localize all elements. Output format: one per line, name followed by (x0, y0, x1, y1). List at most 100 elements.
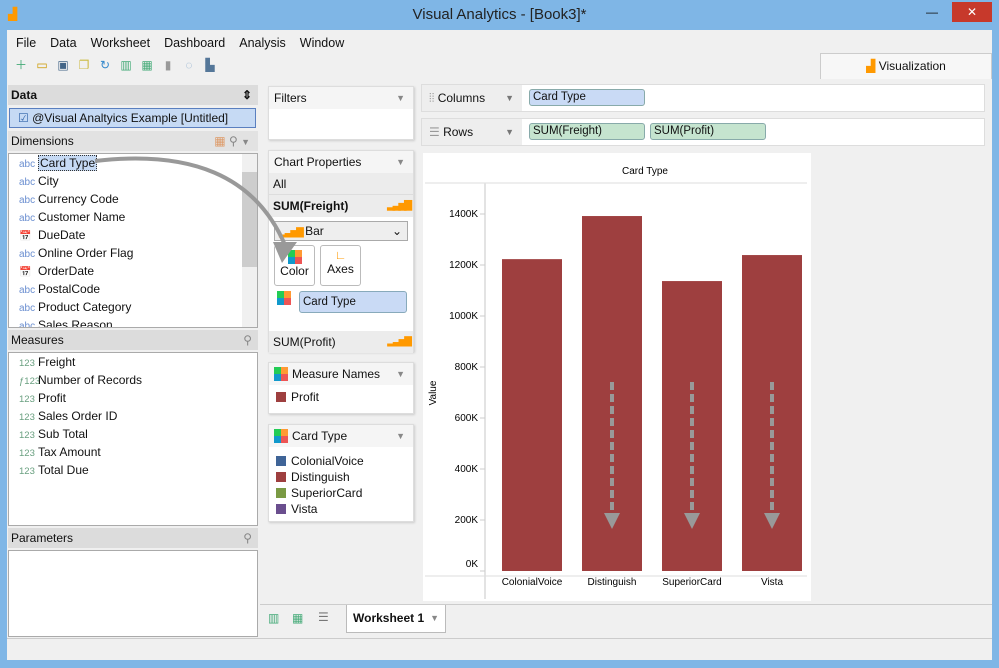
x-tick-label: Distinguish (588, 577, 637, 588)
measure-item[interactable]: 123 Sales Order ID (9, 407, 257, 425)
chart-type-select[interactable]: ▂▃▅▇ Bar ⌄ (274, 221, 408, 241)
chart-title: Card Type (622, 166, 668, 177)
color-icon (277, 291, 291, 305)
legend-item[interactable]: Distinguish (276, 469, 406, 485)
measure-names-header: Measure Names ▼ (269, 363, 413, 385)
search-icon[interactable]: ⚲ (228, 134, 238, 148)
snapshot-icon[interactable]: ◌ (185, 58, 193, 72)
dimension-item[interactable]: abc Customer Name (9, 208, 257, 226)
measure-item[interactable]: 123 Sub Total (9, 425, 257, 443)
rows-label: ☰ Rows ▼ (422, 119, 522, 145)
table-icon[interactable]: ▦ (214, 134, 226, 148)
tab-visualization[interactable]: ▟ Visualization (820, 53, 992, 79)
legend-item[interactable]: Profit (269, 385, 413, 409)
dimension-item[interactable]: abc PostalCode (9, 280, 257, 298)
menu-analysis[interactable]: Analysis (239, 36, 286, 50)
list-icon[interactable]: ☰ (318, 610, 329, 624)
measure-tab-profit[interactable]: SUM(Profit) ▂▃▅▇ (269, 331, 413, 353)
dimension-item[interactable]: abc Currency Code (9, 190, 257, 208)
y-tick-label: 1200K (449, 260, 478, 271)
string-icon: abc (19, 195, 36, 206)
dropdown-icon[interactable]: ▼ (396, 157, 405, 167)
new-icon[interactable]: ＋ (14, 58, 27, 72)
dimension-item[interactable]: abc Online Order Flag (9, 244, 257, 262)
chart-icon[interactable]: ▮ (164, 58, 172, 72)
dimension-item[interactable]: abc Sales Reason (9, 316, 257, 327)
bar-colonialvoice[interactable] (502, 259, 562, 571)
y-axis-label: Value (428, 380, 439, 405)
axes-button[interactable]: ∟ Axes (320, 245, 361, 286)
dimensions-scrollbar[interactable] (242, 154, 257, 327)
datasource-icon[interactable]: ❐ (78, 58, 90, 72)
dimension-item[interactable]: 📅 OrderDate (9, 262, 257, 280)
columns-label: ⦙⦙ Columns ▼ (422, 85, 522, 111)
dimension-item[interactable]: abc Product Category (9, 298, 257, 316)
legend-item[interactable]: Vista (276, 501, 406, 517)
all-tab[interactable]: All (269, 173, 413, 195)
tab-worksheet-1[interactable]: Worksheet 1 ▼ (346, 605, 446, 633)
refresh-icon[interactable]: ↻ (99, 58, 111, 72)
measure-tab-freight[interactable]: SUM(Freight) ▂▃▅▇ (269, 195, 413, 217)
bar-chart: Card Type Value 0K 200K 400K 600K 800K 1000K 120… (423, 153, 811, 601)
filters-card[interactable]: Filters ▼ (268, 86, 414, 140)
open-icon[interactable]: ▭ (36, 58, 48, 72)
dropdown-icon[interactable]: ▼ (396, 369, 405, 379)
y-tick-label: 600K (455, 413, 479, 424)
export-icon[interactable]: ▙ (205, 58, 215, 72)
add-dashboard-icon[interactable]: ▦ (141, 58, 153, 72)
annotation-arrow-head (604, 513, 620, 529)
dimension-item[interactable]: abc City (9, 172, 257, 190)
menu-window[interactable]: Window (299, 36, 345, 50)
columns-shelf: ⦙⦙ Columns ▼ Card Type (421, 84, 985, 112)
add-dashboard-icon[interactable]: ▦ (292, 611, 304, 625)
menu-dashboard[interactable]: Dashboard (164, 36, 226, 50)
legend-swatch (276, 504, 286, 514)
columns-pill-card-type[interactable]: Card Type (529, 89, 645, 106)
app-logo-icon: ▟ (8, 7, 18, 21)
menu-data[interactable]: Data (50, 36, 77, 50)
color-field-pill[interactable]: Card Type (299, 291, 407, 313)
string-icon: abc (19, 303, 36, 314)
legend-item[interactable]: ColonialVoice (276, 453, 406, 469)
dropdown-icon[interactable]: ▼ (241, 137, 250, 147)
bar-distinguish[interactable] (582, 216, 642, 571)
search-icon[interactable]: ⚲ (243, 333, 252, 347)
measure-item[interactable]: 123 Tax Amount (9, 443, 257, 461)
y-tick-label: 400K (455, 464, 479, 475)
dropdown-icon[interactable]: ▼ (505, 93, 514, 103)
datasource-item[interactable]: ☑ @Visual Analtyics Example [Untitled] (9, 108, 256, 128)
dimension-item[interactable]: abc Card Type (9, 154, 257, 172)
measure-item[interactable]: 123 Freight (9, 353, 257, 371)
rows-pill-freight[interactable]: SUM(Freight) (529, 123, 645, 140)
bar-chart-icon: ▂▃▅▇ (279, 227, 304, 238)
x-tick-label: ColonialVoice (502, 577, 563, 588)
y-tick-label: 800K (455, 362, 479, 373)
y-tick-label: 1000K (449, 311, 478, 322)
dropdown-icon[interactable]: ▼ (505, 127, 514, 137)
legend-swatch (276, 392, 286, 402)
dimension-item[interactable]: 📅 DueDate (9, 226, 257, 244)
dropdown-icon[interactable]: ▼ (430, 613, 439, 623)
color-button[interactable]: Color (274, 245, 315, 286)
menu-file[interactable]: File (16, 36, 37, 50)
annotation-arrow-head (684, 513, 700, 529)
add-chart-icon[interactable]: ▥ (120, 58, 132, 72)
dropdown-icon[interactable]: ▼ (396, 431, 405, 441)
menu-worksheet[interactable]: Worksheet (90, 36, 151, 50)
legend-item[interactable]: SuperiorCard (276, 485, 406, 501)
parameters-list (8, 550, 258, 637)
add-worksheet-icon[interactable]: ▥ (268, 611, 280, 625)
measure-item[interactable]: 123 Profit (9, 389, 257, 407)
dimensions-tools: ▦ ⚲ ▼ (214, 131, 250, 152)
measure-item[interactable]: 123 Total Due (9, 461, 257, 479)
sort-icon[interactable]: ⇕ (241, 88, 252, 102)
minimize-button[interactable]: — (926, 5, 938, 19)
rows-pill-profit[interactable]: SUM(Profit) (650, 123, 766, 140)
search-icon[interactable]: ⚲ (243, 531, 252, 545)
close-button[interactable]: ✕ (952, 2, 992, 22)
measure-item[interactable]: ƒ123Number of Records (9, 371, 257, 389)
maximize-button[interactable] (922, 2, 950, 22)
dropdown-icon[interactable]: ▼ (396, 93, 405, 103)
save-icon[interactable]: ▣ (57, 58, 69, 72)
card-type-legend: Card Type ▼ ColonialVoice Distinguish Super… (268, 424, 414, 522)
